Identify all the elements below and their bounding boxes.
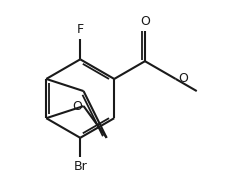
Text: O: O [178, 72, 188, 85]
Text: O: O [140, 15, 150, 28]
Text: F: F [77, 23, 84, 36]
Text: O: O [72, 100, 82, 112]
Text: Br: Br [73, 160, 87, 173]
